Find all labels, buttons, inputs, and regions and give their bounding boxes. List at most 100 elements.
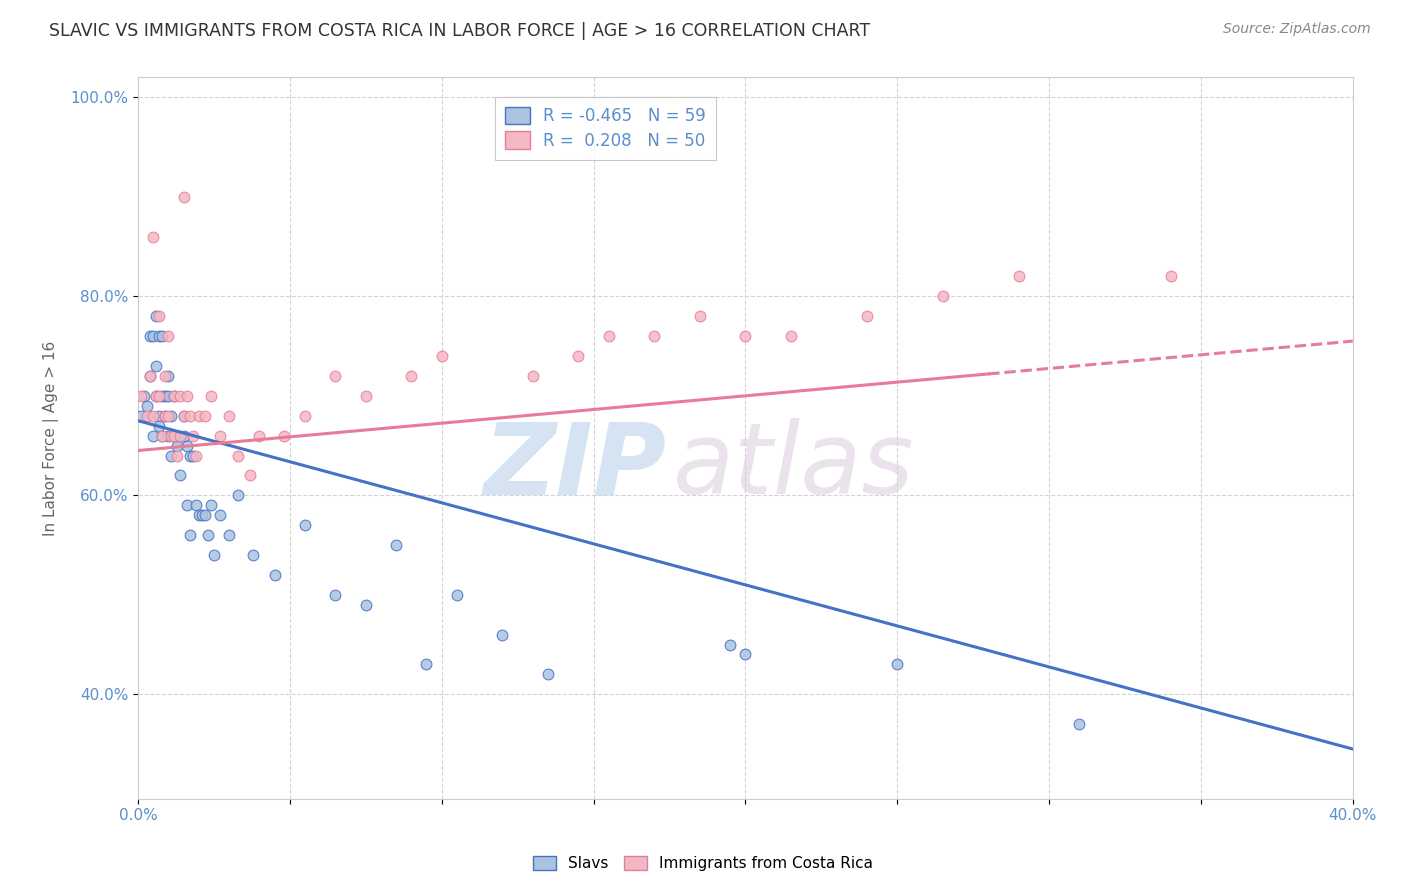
Point	[142, 428, 165, 442]
Point	[179, 409, 201, 423]
Point	[194, 409, 217, 423]
Point	[136, 399, 159, 413]
Point	[179, 449, 201, 463]
Point	[1069, 717, 1091, 731]
Legend: R = -0.465   N = 59, R =  0.208   N = 50: R = -0.465 N = 59, R = 0.208 N = 50	[495, 96, 716, 160]
Point	[155, 409, 177, 423]
Point	[139, 368, 162, 383]
Point	[218, 409, 240, 423]
Point	[187, 508, 209, 523]
Point	[354, 389, 377, 403]
Point	[150, 428, 173, 442]
Point	[325, 368, 347, 383]
Point	[176, 389, 198, 403]
Point	[150, 329, 173, 343]
Point	[226, 488, 249, 502]
Point	[208, 508, 231, 523]
Point	[163, 389, 186, 403]
Point	[239, 468, 262, 483]
Y-axis label: In Labor Force | Age > 16: In Labor Force | Age > 16	[44, 341, 59, 536]
Point	[157, 409, 180, 423]
Point	[208, 428, 231, 442]
Point	[598, 329, 620, 343]
Text: ZIP: ZIP	[484, 418, 666, 516]
Point	[446, 588, 468, 602]
Point	[537, 667, 560, 681]
Point	[780, 329, 803, 343]
Point	[325, 588, 347, 602]
Legend: Slavs, Immigrants from Costa Rica: Slavs, Immigrants from Costa Rica	[527, 850, 879, 877]
Point	[226, 449, 249, 463]
Text: atlas: atlas	[672, 418, 914, 516]
Point	[734, 648, 756, 662]
Point	[249, 428, 271, 442]
Point	[157, 428, 180, 442]
Point	[430, 349, 453, 363]
Point	[155, 368, 177, 383]
Point	[932, 289, 955, 303]
Point	[202, 548, 225, 562]
Point	[139, 329, 162, 343]
Point	[157, 368, 180, 383]
Point	[294, 409, 316, 423]
Point	[169, 389, 191, 403]
Point	[197, 528, 219, 542]
Point	[166, 449, 188, 463]
Point	[142, 409, 165, 423]
Point	[148, 310, 170, 324]
Point	[136, 409, 159, 423]
Point	[200, 389, 222, 403]
Point	[194, 508, 217, 523]
Point	[173, 190, 195, 204]
Point	[155, 409, 177, 423]
Point	[689, 310, 711, 324]
Point	[184, 498, 207, 512]
Point	[567, 349, 589, 363]
Point	[166, 439, 188, 453]
Point	[169, 428, 191, 442]
Point	[173, 409, 195, 423]
Point	[157, 329, 180, 343]
Point	[160, 409, 183, 423]
Point	[181, 428, 204, 442]
Point	[145, 310, 167, 324]
Point	[150, 389, 173, 403]
Point	[242, 548, 264, 562]
Point	[294, 518, 316, 533]
Point	[179, 528, 201, 542]
Point	[139, 368, 162, 383]
Point	[160, 449, 183, 463]
Point	[166, 428, 188, 442]
Point	[173, 428, 195, 442]
Point	[522, 368, 544, 383]
Point	[385, 538, 408, 552]
Point	[176, 498, 198, 512]
Point	[142, 229, 165, 244]
Point	[148, 418, 170, 433]
Point	[415, 657, 437, 672]
Point	[401, 368, 423, 383]
Point	[718, 638, 741, 652]
Point	[354, 598, 377, 612]
Point	[491, 627, 513, 641]
Point	[169, 468, 191, 483]
Point	[163, 428, 186, 442]
Point	[190, 508, 212, 523]
Point	[145, 389, 167, 403]
Point	[176, 439, 198, 453]
Point	[148, 409, 170, 423]
Point	[150, 428, 173, 442]
Point	[643, 329, 665, 343]
Point	[145, 359, 167, 373]
Point	[163, 389, 186, 403]
Point	[145, 389, 167, 403]
Point	[129, 389, 152, 403]
Point	[263, 568, 285, 582]
Text: SLAVIC VS IMMIGRANTS FROM COSTA RICA IN LABOR FORCE | AGE > 16 CORRELATION CHART: SLAVIC VS IMMIGRANTS FROM COSTA RICA IN …	[49, 22, 870, 40]
Point	[856, 310, 879, 324]
Point	[142, 329, 165, 343]
Point	[218, 528, 240, 542]
Point	[181, 449, 204, 463]
Point	[184, 449, 207, 463]
Point	[173, 409, 195, 423]
